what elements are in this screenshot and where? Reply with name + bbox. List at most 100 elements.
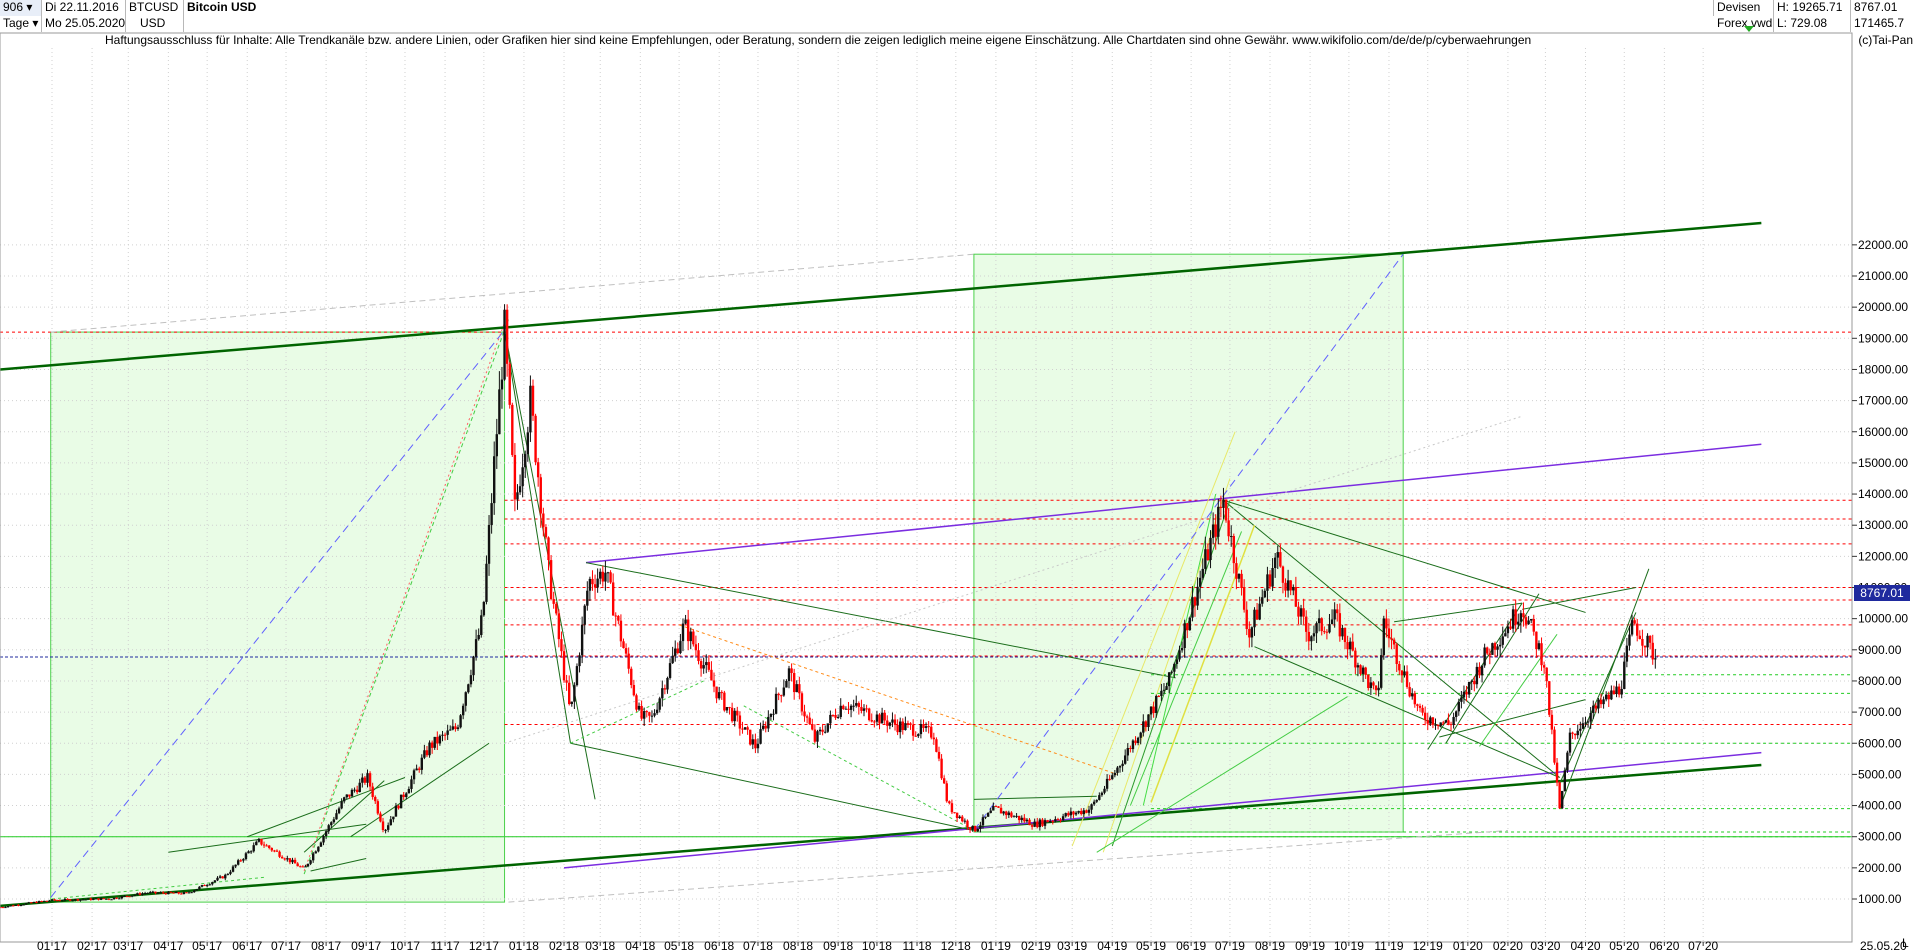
projection-dashed-line (973, 253, 1404, 831)
candle-up (84, 899, 87, 901)
candle-up (1377, 687, 1380, 691)
candle-down (1305, 616, 1308, 632)
candle-down (1219, 506, 1223, 508)
candle-up (526, 432, 530, 455)
x-tick-label: 01 17 (37, 939, 67, 952)
x-tick-label: 11 18 (902, 939, 931, 952)
candle-down (1245, 609, 1248, 630)
candle-up (350, 789, 354, 797)
candle-down (280, 856, 284, 859)
channel-line (247, 777, 406, 838)
candle-up (1149, 706, 1153, 715)
candle-down (1193, 597, 1197, 606)
candle-up (1498, 644, 1502, 647)
candle-up (580, 624, 584, 656)
candle-up (394, 805, 398, 817)
candle-down (1364, 667, 1367, 675)
candle-down (12, 905, 15, 907)
quantity-selector[interactable]: 906 ▾ (0, 0, 42, 16)
candle-up (1116, 767, 1119, 773)
candle-up (384, 829, 387, 831)
grey-dashed-line (50, 253, 974, 333)
candle-up (428, 742, 431, 756)
candle-up (986, 812, 990, 817)
candle-down (1041, 819, 1044, 826)
green-dotted-line (570, 680, 704, 744)
candle-down (161, 892, 165, 894)
candle-up (761, 725, 765, 730)
candle-down (180, 893, 183, 895)
candle-down (1390, 638, 1393, 640)
candle-down (1540, 643, 1543, 666)
candle-up (674, 648, 677, 656)
candle-up (1348, 641, 1352, 650)
candle-down (1010, 812, 1013, 817)
candle-down (1558, 782, 1561, 809)
candle-up (19, 904, 23, 906)
candle-down (1405, 671, 1409, 687)
candle-up (87, 898, 90, 900)
candle-up (467, 684, 470, 693)
candle-up (963, 820, 967, 822)
x-tick-label: 06 20 (1649, 939, 1679, 952)
candle-down (1067, 813, 1070, 816)
candle-down (1473, 680, 1476, 685)
candle-up (1082, 810, 1086, 815)
candle-up (1222, 499, 1225, 508)
candle-down (593, 584, 597, 588)
candle-down (1224, 499, 1228, 521)
candle-down (640, 705, 643, 719)
candle-up (1123, 755, 1127, 764)
candle-down (930, 726, 933, 738)
candle-down (922, 724, 925, 728)
candle-down (1227, 520, 1230, 537)
candle-up (24, 903, 28, 905)
candle-up (252, 845, 255, 852)
channel-line (1439, 699, 1586, 738)
y-tick-label: 16000.00 (1858, 425, 1908, 439)
candle-down (834, 715, 837, 718)
candle-up (1501, 636, 1504, 645)
candle-down (953, 812, 956, 814)
candle-down (560, 639, 563, 652)
candle-up (412, 770, 416, 780)
bear-trendline (1223, 499, 1586, 613)
candle-down (1532, 618, 1535, 632)
candle-up (399, 794, 403, 809)
candle-down (555, 603, 558, 614)
candle-down (1144, 721, 1148, 728)
candle-up (880, 712, 884, 724)
candle-down (1398, 664, 1401, 671)
candle-up (446, 730, 449, 735)
candle-down (397, 805, 400, 809)
candle-up (63, 898, 67, 901)
candle-up (1369, 682, 1373, 689)
bear-trendline (570, 742, 975, 831)
candle-up (924, 726, 928, 728)
candle-up (94, 898, 98, 900)
candle-up (392, 816, 395, 820)
corner-l-button[interactable]: L (1902, 936, 1909, 950)
candle-down (547, 537, 550, 561)
plot-frame (0, 32, 1853, 943)
candle-up (769, 713, 773, 717)
candle-down (1594, 705, 1598, 709)
candle-down (1374, 685, 1378, 691)
period-selector[interactable]: Tage ▾ (0, 16, 42, 32)
candle-down (746, 727, 749, 730)
candle-up (22, 904, 25, 906)
candles-layer (0, 304, 1657, 909)
level-lines-layer (0, 331, 1852, 838)
candle-up (751, 739, 755, 745)
candle-down (955, 812, 959, 819)
x-tick-label: 02 18 (549, 939, 579, 952)
candle-up (1411, 693, 1414, 697)
x-tick-label: 02 19 (1021, 939, 1051, 952)
x-tick-label: 06 17 (232, 939, 262, 952)
candle-down (1343, 627, 1347, 643)
candle-down (842, 705, 845, 709)
candle-down (1488, 653, 1492, 655)
candle-up (570, 701, 573, 705)
symbol-label: BTCUSD (126, 0, 184, 16)
candle-up (1237, 573, 1241, 579)
